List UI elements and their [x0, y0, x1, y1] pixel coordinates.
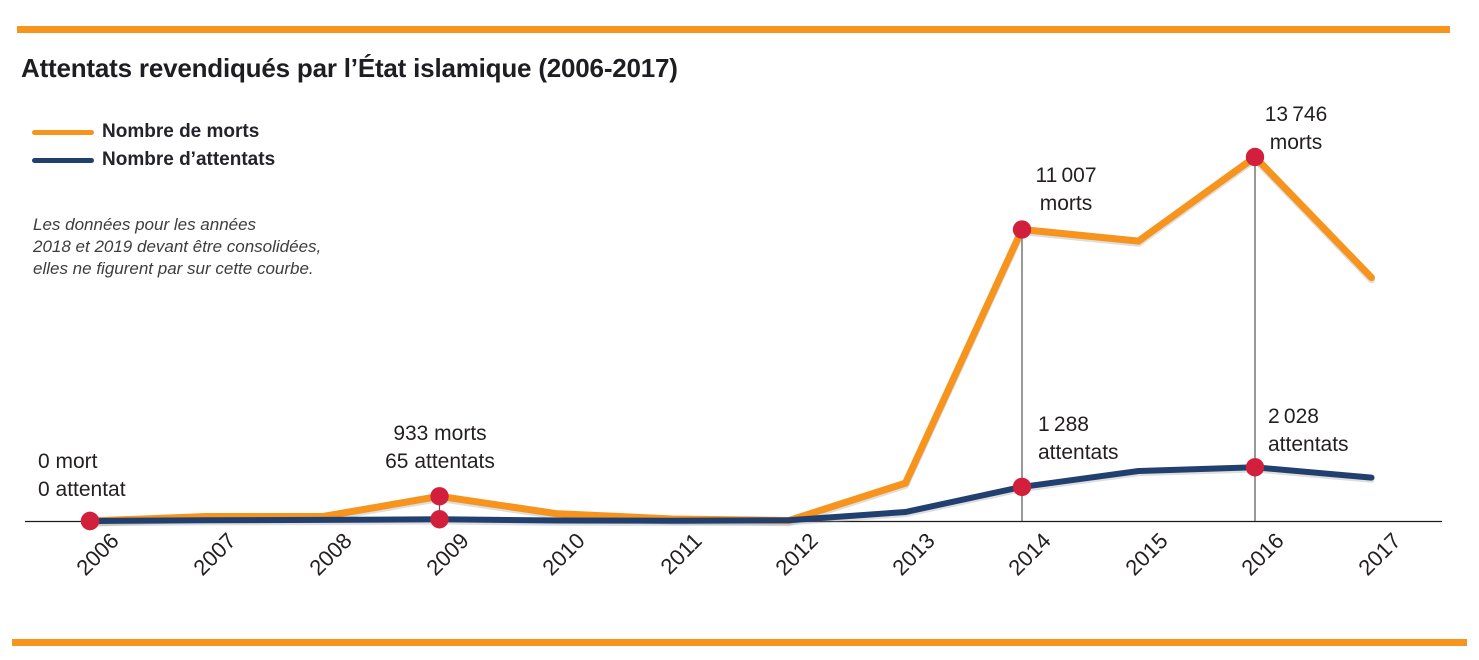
- annotation-2016-morts: 13 746 morts: [1265, 101, 1328, 157]
- annotation-2014-attentats: 1 288 attentats: [1038, 411, 1119, 467]
- marker-dot-2009-attacks: [430, 510, 449, 529]
- annotation-2009-line1: 933 morts: [393, 422, 487, 445]
- annotation-2016-attentats-unit: attentats: [1268, 433, 1349, 456]
- marker-dot-2014-attacks: [1012, 477, 1032, 497]
- annotation-2009-line2: 65 attentats: [385, 450, 495, 473]
- annotation-2014-morts: 11 007 morts: [1035, 162, 1096, 218]
- marker-dot-2014-deaths: [1012, 220, 1032, 239]
- annotation-2006-line1: 0 mort: [38, 450, 98, 473]
- legend-item-morts: Nombre de morts: [32, 118, 275, 146]
- annotation-2014-attentats-value: 1 288: [1038, 413, 1089, 436]
- attacks-line: [87, 464, 1375, 524]
- marker-dot-2006-attacks: [80, 511, 100, 531]
- marker-dot-2009-deaths: [430, 487, 449, 506]
- legend-swatch-morts-icon: [32, 129, 94, 135]
- chart-title: Attentats revendiqués par l’État islamiq…: [21, 53, 678, 83]
- annotation-2006: 0 mort 0 attentat: [38, 448, 126, 504]
- legend-label-morts: Nombre de morts: [102, 121, 260, 142]
- deaths-line: [86, 152, 1375, 525]
- annotation-2006-line2: 0 attentat: [38, 478, 126, 501]
- annotation-2009: 933 morts 65 attentats: [385, 420, 495, 476]
- annotation-2014-morts-unit: morts: [1039, 192, 1093, 215]
- legend-item-attentats: Nombre d’attentats: [32, 146, 275, 174]
- legend-swatch-attentats-icon: [32, 157, 94, 163]
- top-divider: [17, 26, 1450, 33]
- annotation-2016-morts-value: 13 746: [1264, 103, 1328, 126]
- annotation-2016-attentats: 2 028 attentats: [1268, 403, 1349, 459]
- footnote: Les données pour les années 2018 et 2019…: [33, 215, 322, 278]
- legend: Nombre de morts Nombre d’attentats: [32, 118, 275, 174]
- marker-dot-2016-attacks: [1245, 458, 1265, 477]
- annotation-2014-attentats-unit: attentats: [1038, 441, 1119, 464]
- bottom-divider: [12, 639, 1467, 646]
- legend-label-attentats: Nombre d’attentats: [102, 149, 276, 170]
- annotation-2014-morts-value: 11 007: [1035, 164, 1097, 187]
- annotation-2016-attentats-value: 2 028: [1268, 405, 1319, 428]
- annotation-2016-morts-unit: morts: [1269, 131, 1323, 154]
- marker-dot-2016-deaths: [1245, 147, 1265, 167]
